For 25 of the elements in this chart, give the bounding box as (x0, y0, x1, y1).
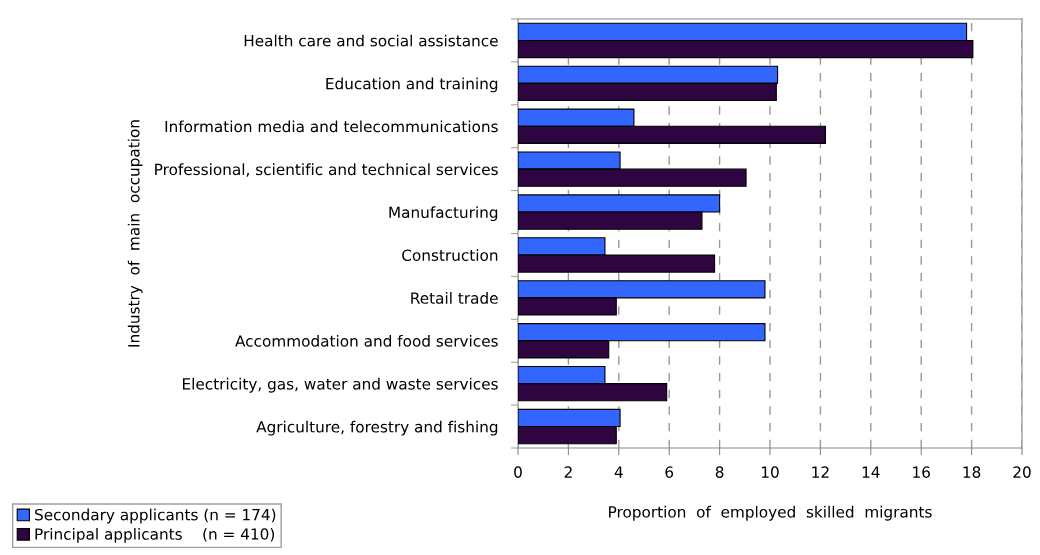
legend-label: Principal applicants (n = 410) (35, 527, 275, 543)
x-tick-label: 8 (715, 466, 724, 478)
y-tick-label: Manufacturing (389, 206, 498, 222)
y-tick-label: Education and training (326, 77, 498, 93)
y-tick-label: Accommodation and food services (235, 334, 498, 347)
x-tick-label: 20 (1013, 466, 1031, 478)
x-tick-label: 10 (761, 466, 779, 478)
y-tick-label: Agriculture, forestry and fishing (256, 420, 498, 436)
x-tick-label: 4 (614, 466, 623, 478)
y-tick-label: Information media and telecommunications (165, 120, 498, 133)
y-tick-label: Electricity, gas, water and waste services (182, 377, 498, 393)
y-tick-label: Retail trade (411, 292, 498, 304)
y-tick-label: Professional, scientific and technical services (155, 163, 498, 177)
x-axis-title: Proportion of employed skilled migrants (609, 505, 932, 521)
y-tick-label: Health care and social assistance (244, 34, 498, 47)
x-tick-label: 18 (963, 466, 981, 478)
x-tick-label: 2 (564, 466, 572, 478)
x-tick-label: 12 (812, 466, 829, 478)
x-tick-label: 14 (862, 466, 880, 478)
y-tick-label: Construction (402, 249, 498, 261)
y-axis-title: Industry of main occupation (127, 120, 143, 347)
legend-label: Secondary applicants (n = 174) (35, 508, 276, 524)
x-tick-label: 6 (665, 466, 674, 478)
x-tick-label: 16 (913, 466, 930, 478)
x-tick-label: 0 (514, 466, 522, 478)
